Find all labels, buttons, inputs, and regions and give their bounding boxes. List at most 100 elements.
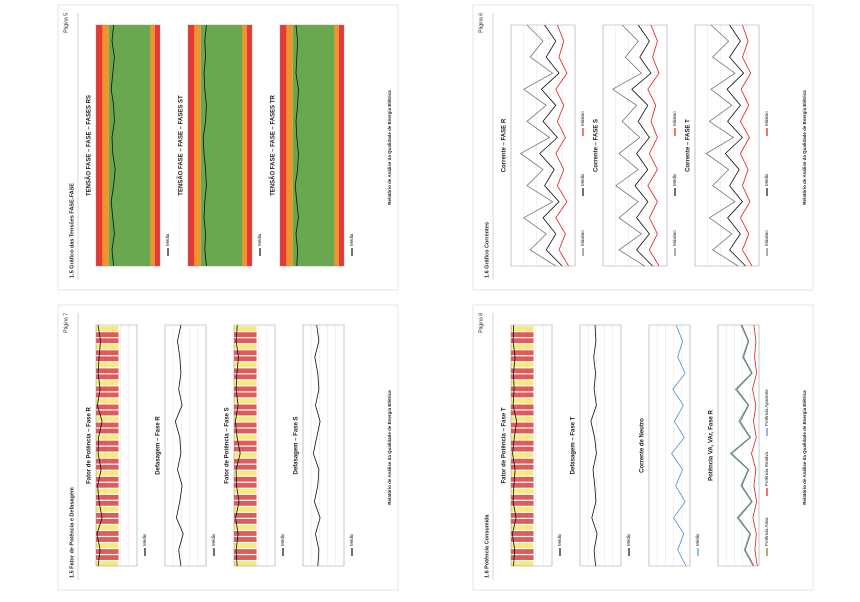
page: 1.5 Gráfico das Tensões FASE-FASE Página … [57, 4, 399, 291]
chart-title: Fator de Potência – Fase T [502, 407, 508, 483]
pf-stripe [234, 410, 257, 416]
legend-label: Mínimo [672, 111, 677, 126]
legend-label: Potência Aparente [764, 389, 769, 426]
page-sheet [472, 304, 814, 591]
pf-stripe [234, 464, 257, 470]
pf-stripe [511, 482, 534, 488]
plot-frame [717, 324, 760, 567]
limit-band [108, 25, 151, 266]
series-line [647, 24, 660, 267]
pf-stripe [96, 434, 119, 440]
page-footer: Relatório de Análise da Qualidade de Ene… [387, 90, 392, 205]
plot-frame [233, 324, 276, 567]
legend-label: Médio [349, 533, 354, 546]
chart-title: Corrente de Neutro [640, 418, 646, 473]
pf-stripe [96, 470, 119, 476]
page-number: Página 8 [478, 313, 484, 333]
chart-title: Defasagem – Fase R [156, 416, 162, 475]
pf-stripe [96, 392, 119, 398]
chart-title: TENSÃO FASE – FASE – FASES RS [86, 95, 93, 196]
legend-label: Médio [764, 173, 769, 186]
pf-stripe [234, 555, 257, 560]
pf-stripe [511, 374, 534, 380]
legend-label: Máximo [764, 230, 769, 246]
pf-stripe [234, 512, 257, 518]
page-number: Página 6 [478, 13, 484, 33]
chart-title: Fator de Potência – Fase R [87, 406, 93, 483]
chart-title: Corrente – FASE T [686, 119, 692, 172]
plot-frame [164, 324, 207, 567]
pf-stripe [234, 380, 257, 386]
legend-label: Médio [142, 533, 147, 546]
page: 1.5 Fator de Potência e Defasagem Página … [57, 304, 399, 591]
chart-title: Defasagem – Fase T [571, 416, 577, 474]
limit-band [246, 25, 253, 266]
pf-stripe [234, 434, 257, 440]
page-sheet [57, 304, 399, 591]
section-header: 1.5 Gráfico das Tensões FASE-FASE [69, 183, 75, 278]
pf-stripe [234, 356, 257, 362]
pf-stripe [96, 356, 119, 362]
series-line [671, 324, 687, 567]
series-line [519, 24, 557, 267]
limit-band [102, 25, 109, 266]
pf-stripe [96, 549, 119, 554]
pf-stripe [234, 470, 257, 476]
series-line [739, 24, 753, 267]
pf-stripe [234, 362, 257, 368]
pf-stripe [234, 543, 257, 548]
pf-stripe [511, 380, 534, 386]
pf-stripe [234, 344, 257, 350]
pf-stripe [234, 416, 257, 422]
pf-stripe [234, 458, 257, 464]
legend-label: Máximo [672, 230, 677, 246]
series-line [705, 24, 739, 267]
chart-title: TENSÃO FASE – FASE – FASES ST [178, 95, 185, 196]
pf-stripe [511, 344, 534, 350]
pf-stripe [511, 392, 534, 398]
legend-label: Mínimo [580, 111, 585, 126]
legend-label: Média [349, 233, 354, 246]
pf-stripe [96, 500, 119, 506]
pf-stripe [234, 494, 257, 500]
pf-stripe [511, 446, 534, 452]
pf-stripe [511, 561, 534, 566]
pf-stripe [96, 410, 119, 416]
series-line [96, 324, 103, 567]
pf-stripe [511, 404, 534, 410]
series-line [539, 24, 563, 267]
legend-label: Potência Reativa [764, 451, 769, 486]
chart-title: Corrente – FASE S [594, 119, 600, 172]
pf-stripe [511, 398, 534, 404]
pf-stripe [96, 326, 119, 332]
pf-stripe [234, 398, 257, 404]
pf-stripe [96, 519, 119, 524]
legend-label: Médio [557, 533, 562, 546]
pf-stripe [96, 350, 119, 356]
pf-stripe [511, 416, 534, 422]
pf-stripe [96, 543, 119, 548]
pf-stripe [96, 452, 119, 458]
series-line [724, 24, 746, 267]
series-line [511, 324, 518, 567]
pf-stripe [511, 440, 534, 446]
pf-stripe [511, 458, 534, 464]
chart-title: Fator de Potência – Fase S [225, 407, 231, 483]
plot-frame [579, 324, 622, 567]
limit-band [188, 25, 195, 266]
pf-stripe [511, 434, 534, 440]
series-line [202, 24, 207, 267]
pf-stripe [96, 374, 119, 380]
pf-stripe [234, 506, 257, 512]
limit-band [338, 25, 345, 266]
pf-stripe [511, 356, 534, 362]
pf-stripe [96, 525, 119, 530]
series-line [555, 24, 569, 267]
limit-band [292, 25, 335, 266]
pf-stripe [234, 561, 257, 566]
pf-stripe [511, 350, 534, 356]
series-line [234, 324, 241, 567]
limit-band [334, 25, 339, 266]
pf-stripe [96, 482, 119, 488]
